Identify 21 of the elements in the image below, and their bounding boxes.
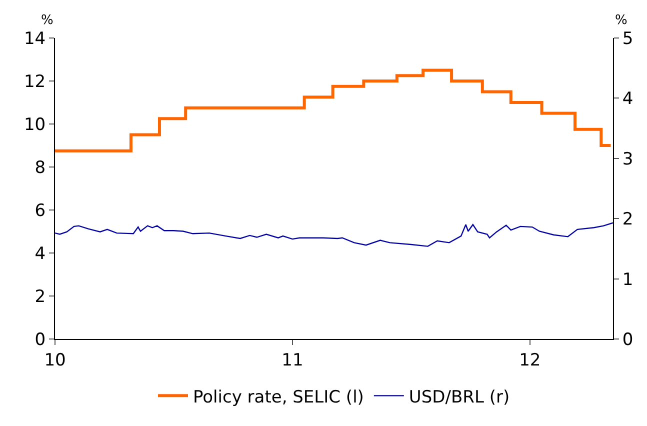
legend-label: Policy rate, SELIC (l) [193, 387, 364, 408]
y-tick-label: 4 [34, 244, 46, 264]
y-tick-label: 6 [34, 200, 46, 221]
y2-tick-label: 3 [622, 149, 634, 170]
y-tick-label: 10 [24, 114, 46, 135]
y-tick-label: 12 [24, 72, 46, 92]
line-series [55, 222, 613, 247]
x-tick-label: 12 [519, 350, 541, 370]
y2-tick-label: 4 [622, 89, 634, 110]
y2-tick-label: 2 [622, 210, 634, 230]
y-axis-title: % [41, 13, 54, 28]
x-tick-label: 11 [282, 350, 304, 370]
y-tick-label: 8 [34, 158, 46, 178]
y2-tick-label: 0 [622, 330, 634, 350]
y2-tick-label: 1 [622, 270, 634, 290]
y-tick-label: 2 [34, 286, 46, 307]
y2-tick-label: 5 [622, 28, 634, 49]
y-tick-label: 14 [24, 28, 46, 49]
y-tick-label: 0 [34, 330, 46, 350]
y2-axis-title: % [615, 13, 628, 28]
legend-label: USD/BRL (r) [408, 387, 510, 408]
